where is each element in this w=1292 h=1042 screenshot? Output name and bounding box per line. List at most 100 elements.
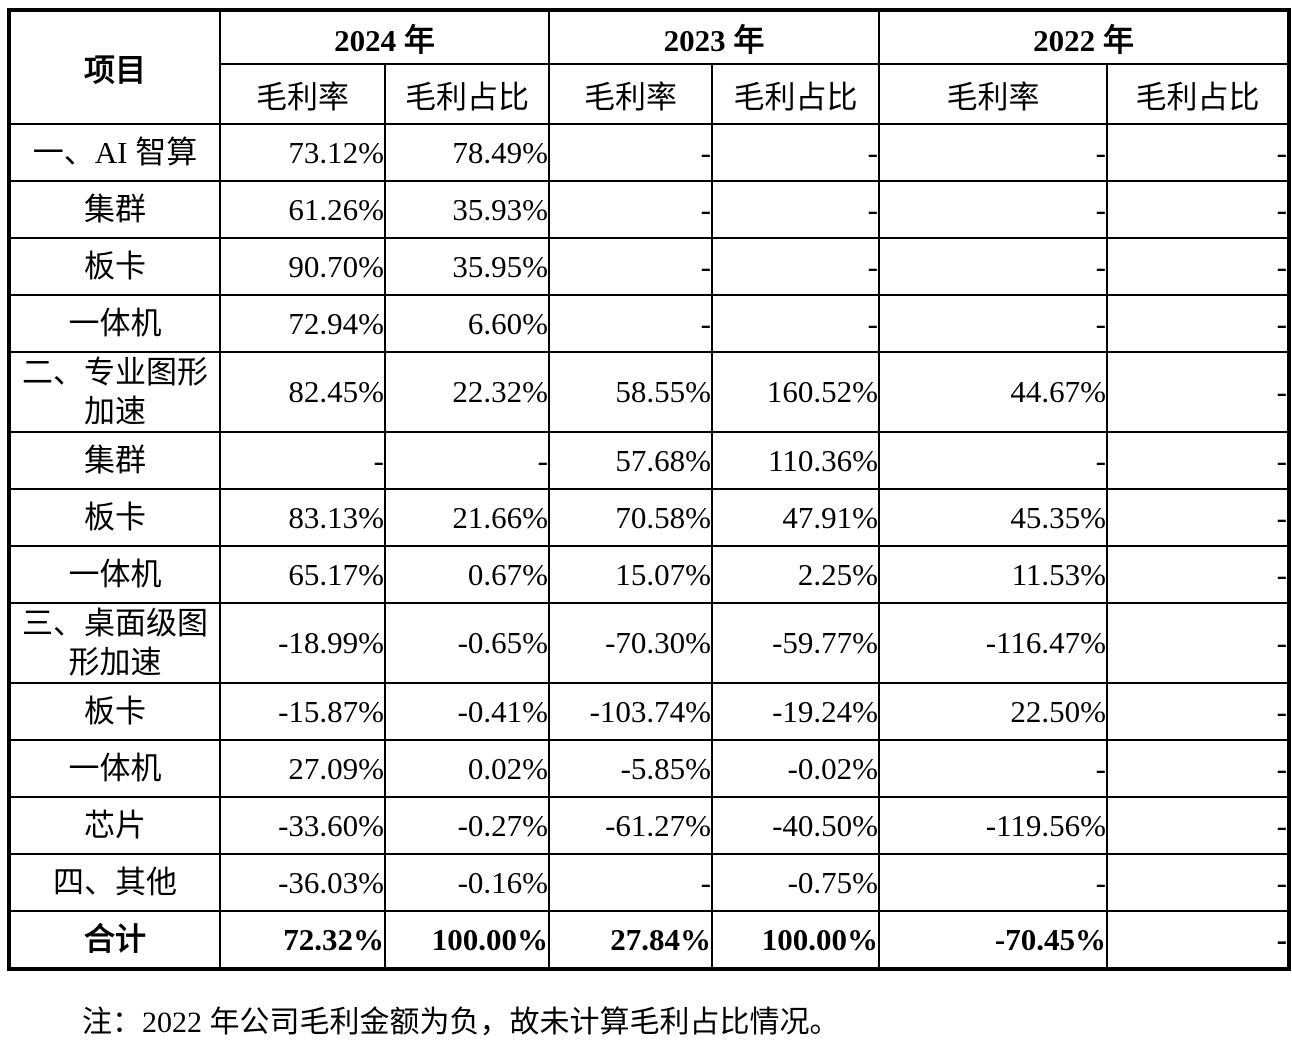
- row-label: 集群: [8, 180, 221, 239]
- table-row: 板卡 83.13% 21.66% 70.58% 47.91% 45.35% -: [8, 488, 1290, 548]
- cell-value: -70.30%: [548, 602, 713, 685]
- row-label: 板卡: [8, 682, 221, 742]
- cell-value: 0.67%: [384, 545, 550, 605]
- col-header-item: 项目: [8, 9, 221, 125]
- cell-value: -: [1106, 350, 1290, 434]
- cell-value: -119.56%: [878, 796, 1108, 856]
- row-label: 一、AI 智算: [8, 123, 221, 182]
- cell-value: -: [1106, 910, 1290, 971]
- cell-value: -0.75%: [711, 853, 880, 913]
- col-header-year-2024: 2024 年: [219, 9, 550, 65]
- cell-value: -: [548, 853, 713, 913]
- cell-value: 72.32%: [219, 910, 386, 971]
- table-row: 合计 72.32% 100.00% 27.84% 100.00% -70.45% -: [8, 910, 1290, 971]
- table-row: 集群 61.26% 35.93% - - - -: [8, 180, 1290, 239]
- cell-value: -: [878, 431, 1108, 491]
- cell-value: 6.60%: [384, 294, 550, 353]
- cell-value: -: [878, 853, 1108, 913]
- cell-value: 35.95%: [384, 237, 550, 296]
- cell-value: -: [1106, 853, 1290, 913]
- cell-value: 100.00%: [384, 910, 550, 971]
- row-label: 合计: [8, 910, 221, 971]
- cell-value: 58.55%: [548, 350, 713, 434]
- cell-value: -0.02%: [711, 739, 880, 799]
- cell-value: 35.93%: [384, 180, 550, 239]
- cell-value: 61.26%: [219, 180, 386, 239]
- cell-value: -: [548, 294, 713, 353]
- cell-value: -: [1106, 739, 1290, 799]
- table-body: 一、AI 智算 73.12% 78.49% - - - - 集群 61.26% 35.93% - - -…: [8, 123, 1290, 971]
- cell-value: 21.66%: [384, 488, 550, 548]
- cell-value: -0.41%: [384, 682, 550, 742]
- cell-value: 45.35%: [878, 488, 1108, 548]
- cell-value: -70.45%: [878, 910, 1108, 971]
- cell-value: -0.27%: [384, 796, 550, 856]
- row-label: 三、桌面级图 形加速: [8, 602, 221, 685]
- cell-value: -: [711, 294, 880, 353]
- cell-value: -: [878, 294, 1108, 353]
- cell-value: -: [878, 739, 1108, 799]
- cell-value: -: [1106, 180, 1290, 239]
- cell-value: -18.99%: [219, 602, 386, 685]
- cell-value: 11.53%: [878, 545, 1108, 605]
- cell-value: -116.47%: [878, 602, 1108, 685]
- row-label: 二、专业图形 加速: [8, 350, 221, 434]
- cell-value: 22.50%: [878, 682, 1108, 742]
- row-label: 一体机: [8, 739, 221, 799]
- cell-value: -103.74%: [548, 682, 713, 742]
- cell-value: -5.85%: [548, 739, 713, 799]
- row-label: 集群: [8, 431, 221, 491]
- cell-value: 22.32%: [384, 350, 550, 434]
- table-row: 一体机 27.09% 0.02% -5.85% -0.02% - -: [8, 739, 1290, 799]
- cell-value: -: [1106, 294, 1290, 353]
- cell-value: 78.49%: [384, 123, 550, 182]
- cell-value: -: [878, 180, 1108, 239]
- cell-value: 73.12%: [219, 123, 386, 182]
- gross-margin-table: 项目 2024 年 2023 年 2022 年 毛利率 毛利占比 毛利率 毛利占…: [7, 8, 1291, 972]
- cell-value: -40.50%: [711, 796, 880, 856]
- table-row: 三、桌面级图 形加速 -18.99% -0.65% -70.30% -59.77% -11…: [8, 602, 1290, 685]
- table-row: 四、其他 -36.03% -0.16% - -0.75% - -: [8, 853, 1290, 913]
- table-note: 注：2022 年公司毛利金额为负，故未计算毛利占比情况。: [82, 1006, 840, 1039]
- cell-value: 83.13%: [219, 488, 386, 548]
- table-row: 一、AI 智算 73.12% 78.49% - - - -: [8, 123, 1290, 182]
- cell-value: 44.67%: [878, 350, 1108, 434]
- cell-value: 160.52%: [711, 350, 880, 434]
- cell-value: -: [711, 237, 880, 296]
- col-header-2022-margin: 毛利率: [878, 63, 1108, 125]
- cell-value: -: [1106, 796, 1290, 856]
- table-row: 集群 - -57.68% 110.36% - -: [8, 431, 1290, 491]
- cell-value: -: [548, 237, 713, 296]
- row-label: 芯片: [8, 796, 221, 856]
- cell-value: 72.94%: [219, 294, 386, 353]
- cell-value: -: [878, 123, 1108, 182]
- cell-value: 2.25%: [711, 545, 880, 605]
- col-header-2023-share: 毛利占比: [711, 63, 880, 125]
- cell-value: -: [878, 237, 1108, 296]
- cell-value: -15.87%: [219, 682, 386, 742]
- cell-value: 100.00%: [711, 910, 880, 971]
- header-row-metrics: 毛利率 毛利占比 毛利率 毛利占比 毛利率 毛利占比: [9, 63, 1290, 125]
- cell-value: -19.24%: [711, 682, 880, 742]
- cell-value: 110.36%: [711, 431, 880, 491]
- cell-value: -33.60%: [219, 796, 386, 856]
- table-row: 一体机 72.94% 6.60% - - - -: [8, 294, 1290, 353]
- cell-value: -0.16%: [384, 853, 550, 913]
- table-row: 板卡 90.70% 35.95% - - - -: [8, 237, 1290, 296]
- col-header-2024-margin: 毛利率: [219, 63, 386, 125]
- cell-value: -36.03%: [219, 853, 386, 913]
- table-row: 芯片 -33.60% -0.27% -61.27% -40.50% -119.56% -: [8, 796, 1290, 856]
- col-header-2024-share: 毛利占比: [384, 63, 550, 125]
- cell-value: -: [1106, 237, 1290, 296]
- col-header-2023-margin: 毛利率: [548, 63, 713, 125]
- header-row-years: 项目 2024 年 2023 年 2022 年: [8, 9, 1290, 125]
- col-header-year-2022: 2022 年: [878, 9, 1290, 65]
- cell-value: -: [1106, 602, 1290, 685]
- cell-value: 27.09%: [219, 739, 386, 799]
- cell-value: 15.07%: [548, 545, 713, 605]
- cell-value: -59.77%: [711, 602, 880, 685]
- cell-value: 65.17%: [219, 545, 386, 605]
- table-row: 板卡 -15.87% -0.41% -103.74% -19.24% 22.50% -: [8, 682, 1290, 742]
- cell-value: 47.91%: [711, 488, 880, 548]
- cell-value: 27.84%: [548, 910, 713, 971]
